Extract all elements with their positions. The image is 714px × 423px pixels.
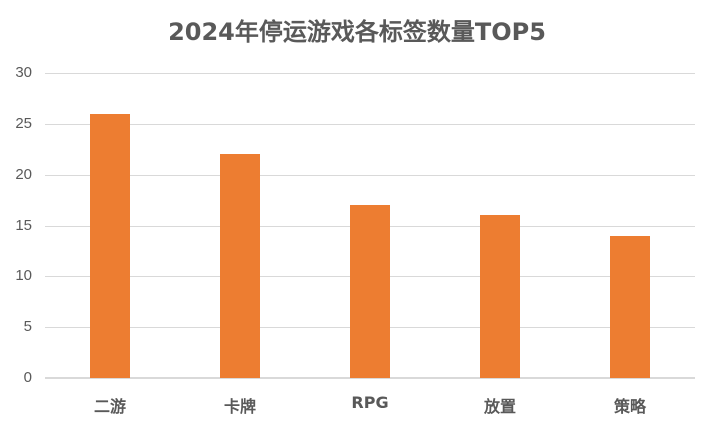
- x-axis-line: [45, 377, 695, 379]
- bar-0: [90, 113, 130, 378]
- x-tick-label: 策略: [613, 397, 646, 416]
- y-tick-label: 10: [15, 267, 32, 285]
- y-tick-label: 30: [15, 64, 32, 81]
- x-tick-label: 卡牌: [223, 397, 256, 416]
- x-tick-label: 二游: [93, 397, 126, 416]
- chart-title: 2024年停运游戏各标签数量TOP5: [168, 18, 546, 46]
- x-tick-label: RPG: [351, 393, 389, 412]
- bar-1: [220, 154, 260, 378]
- gridline: [45, 73, 695, 74]
- bar-2: [350, 205, 390, 378]
- y-tick-label: 0: [23, 369, 32, 386]
- y-tick-label: 20: [15, 165, 32, 183]
- bar-4: [610, 235, 650, 378]
- gridline: [45, 174, 695, 176]
- gridline: [45, 123, 695, 125]
- plot-area: [45, 73, 695, 379]
- y-tick-label: 15: [15, 216, 32, 234]
- bar-3: [480, 215, 520, 378]
- y-tick-label: 25: [15, 114, 32, 132]
- x-tick-label: 放置: [483, 397, 516, 416]
- y-tick-label: 5: [23, 318, 32, 336]
